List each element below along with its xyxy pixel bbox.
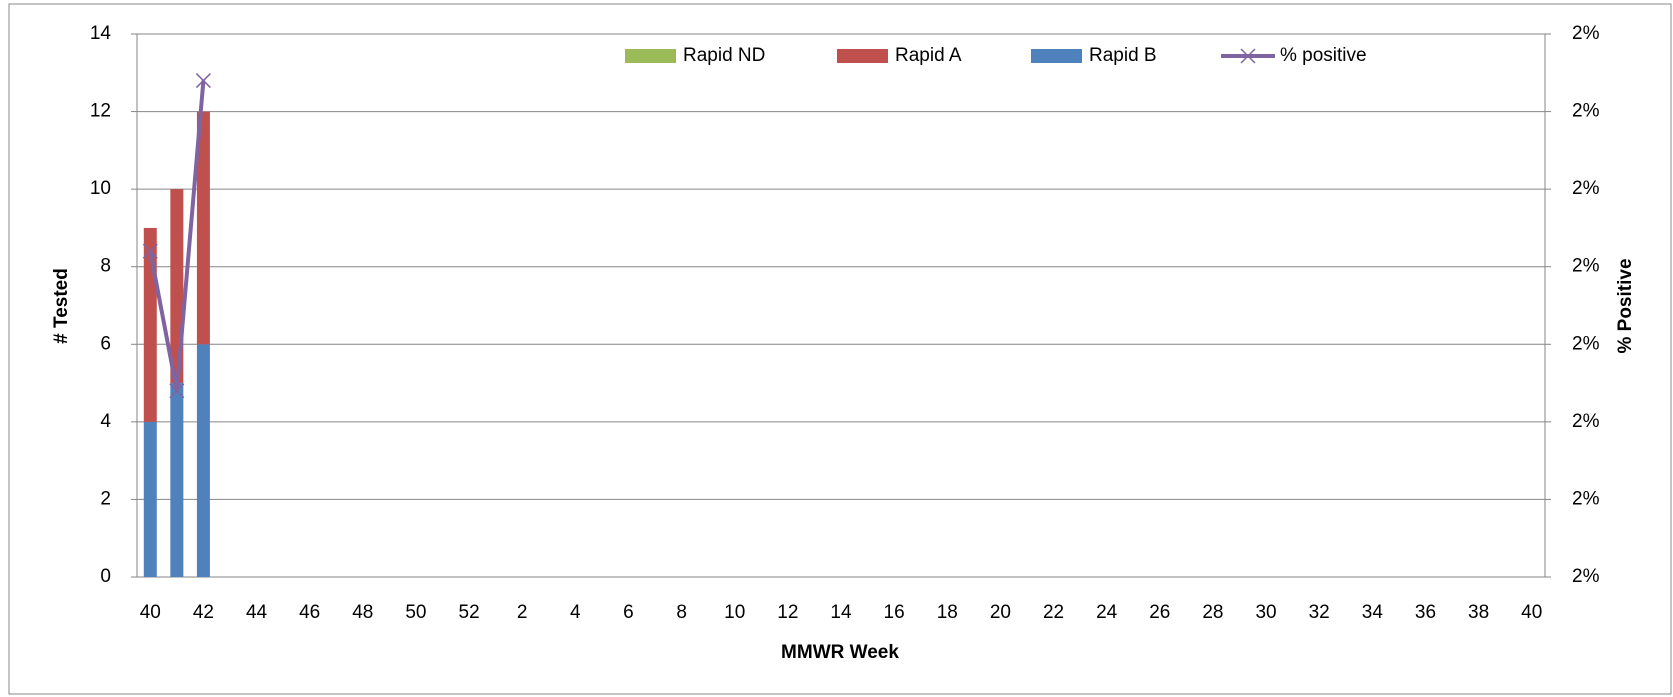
y2-tick-label: 2%: [1572, 488, 1600, 509]
y-tick-label: 8: [100, 256, 111, 277]
x-tick-label: 32: [1309, 602, 1330, 623]
y2-axis-label: % Positive: [1615, 258, 1636, 353]
x-tick-label: 2: [517, 602, 528, 623]
y2-tick-label: 2%: [1572, 411, 1600, 432]
legend-marker: [1240, 48, 1256, 64]
x-tick-label: 10: [724, 602, 745, 623]
x-tick-label: 26: [1149, 602, 1170, 623]
y-tick-label: 0: [100, 566, 111, 587]
x-tick-label: 28: [1202, 602, 1223, 623]
x-tick-label: 16: [884, 602, 905, 623]
x-tick-label: 24: [1096, 602, 1118, 623]
x-tick-label: 22: [1043, 602, 1064, 623]
legend-swatch: [1031, 49, 1082, 63]
y-tick-label: 10: [90, 178, 111, 199]
x-tick-label: 50: [405, 602, 426, 623]
y-tick-label: 2: [100, 488, 111, 509]
x-tick-label: 48: [352, 602, 373, 623]
line-marker: [195, 73, 211, 89]
y-tick-label: 6: [100, 333, 111, 354]
legend-label: Rapid A: [895, 45, 962, 66]
x-tick-label: 20: [990, 602, 1011, 623]
x-tick-label: 40: [1521, 602, 1542, 623]
x-tick-label: 6: [623, 602, 634, 623]
y2-tick-label: 2%: [1572, 23, 1600, 44]
x-tick-label: 14: [830, 602, 852, 623]
x-tick-label: 46: [299, 602, 320, 623]
x-tick-label: 8: [676, 602, 687, 623]
legend-label: % positive: [1280, 45, 1367, 66]
legend-label: Rapid ND: [683, 45, 765, 66]
bar-segment: [170, 383, 184, 577]
bar-segment: [196, 344, 210, 577]
y2-tick-label: 2%: [1572, 256, 1600, 277]
x-axis-label: MMWR Week: [781, 642, 899, 663]
x-tick-label: 18: [937, 602, 958, 623]
x-tick-label: 44: [246, 602, 268, 623]
y2-tick-label: 2%: [1572, 178, 1600, 199]
y2-tick-label: 2%: [1572, 101, 1600, 122]
legend-label: Rapid B: [1089, 45, 1157, 66]
line-marker: [142, 243, 158, 259]
y2-tick-label: 2%: [1572, 566, 1600, 587]
x-tick-label: 40: [140, 602, 161, 623]
line-marker: [169, 383, 185, 399]
chart-border: [8, 3, 1672, 695]
legend-swatch: [837, 49, 888, 63]
x-tick-label: 52: [459, 602, 480, 623]
y-tick-label: 14: [90, 23, 112, 44]
bar-segment: [143, 421, 157, 577]
bar-segment: [196, 111, 210, 345]
x-tick-label: 42: [193, 602, 214, 623]
x-tick-label: 38: [1468, 602, 1489, 623]
legend-swatch: [625, 49, 676, 63]
x-tick-label: 36: [1415, 602, 1436, 623]
y-axis-label: # Tested: [51, 268, 72, 344]
x-tick-label: 4: [570, 602, 581, 623]
y-tick-label: 12: [90, 101, 111, 122]
y-tick-label: 4: [100, 411, 111, 432]
x-tick-label: 12: [777, 602, 798, 623]
x-tick-label: 30: [1255, 602, 1276, 623]
y2-tick-label: 2%: [1572, 333, 1600, 354]
x-tick-label: 34: [1362, 602, 1384, 623]
